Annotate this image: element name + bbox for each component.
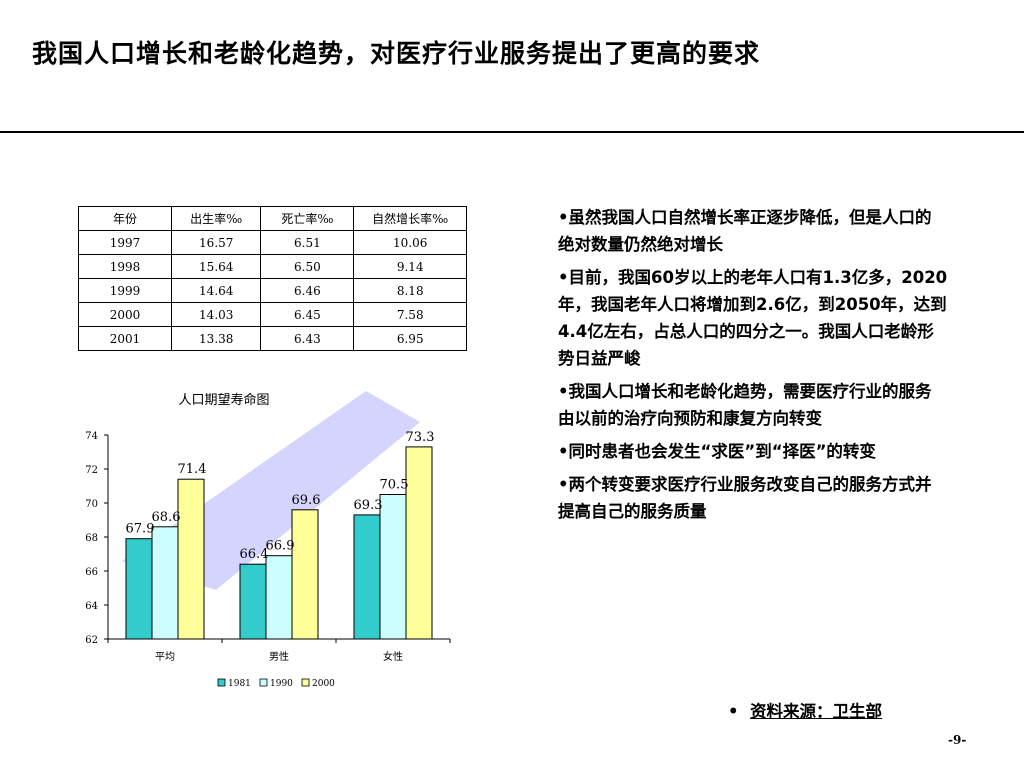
title-divider <box>0 131 1024 133</box>
table-cell: 14.03 <box>171 302 262 327</box>
data-label: 70.5 <box>380 478 409 493</box>
table-cell: 15.64 <box>171 254 262 279</box>
column-header-death-rate: 死亡率‰ <box>260 206 355 231</box>
bar <box>239 563 267 640</box>
table-cell: 1999 <box>77 278 173 303</box>
data-label: 67.9 <box>126 522 155 537</box>
table-cell: 10.06 <box>353 230 467 255</box>
data-label: 69.3 <box>354 498 383 513</box>
bar <box>353 514 381 640</box>
bullet-marker: • <box>558 442 569 461</box>
bar <box>405 446 433 640</box>
source-marker: • <box>728 702 739 721</box>
bullet-text: 目前，我国60岁以上的老年人口有1.3亿多，2020年，我国老年人口将增加到2.… <box>558 268 948 368</box>
y-tick-label: 68 <box>85 533 98 544</box>
y-tick-label: 70 <box>85 499 98 510</box>
population-rates-table: 年份 出生率‰ 死亡率‰ 自然增长率‰ 1997 16.57 6.51 10.0… <box>77 206 467 351</box>
bullet-marker: • <box>558 208 569 227</box>
bar <box>177 478 205 640</box>
table-cell: 7.58 <box>353 302 467 327</box>
table-cell: 6.51 <box>260 230 355 255</box>
column-header-natural-growth: 自然增长率‰ <box>353 206 467 231</box>
table-cell: 2001 <box>77 326 173 351</box>
column-header-birth-rate: 出生率‰ <box>171 206 262 231</box>
column-header-year: 年份 <box>77 206 173 231</box>
bar <box>291 509 319 640</box>
table-row: 2001 13.38 6.43 6.95 <box>77 326 467 351</box>
table-row: 2000 14.03 6.45 7.58 <box>77 302 467 327</box>
bullet-text: 两个转变要求医疗行业服务改变自己的服务方式并提高自己的服务质量 <box>558 475 932 521</box>
bar <box>379 494 407 640</box>
data-label: 71.4 <box>178 462 207 477</box>
y-tick-label: 62 <box>85 635 98 646</box>
bullet-marker: • <box>558 475 569 494</box>
table-cell: 8.18 <box>353 278 467 303</box>
bullet-item: •目前，我国60岁以上的老年人口有1.3亿多，2020年，我国老年人口将增加到2… <box>558 264 948 372</box>
bar <box>265 555 293 640</box>
bullet-marker: • <box>558 382 569 401</box>
table-cell: 6.50 <box>260 254 355 279</box>
data-label: 66.4 <box>240 547 269 562</box>
table-cell: 16.57 <box>171 230 262 255</box>
bullet-list: •虽然我国人口自然增长率正逐步降低，但是人口的绝对数量仍然绝对增长 •目前，我国… <box>558 204 948 531</box>
legend-swatch <box>259 678 268 687</box>
table-cell: 14.64 <box>171 278 262 303</box>
x-tick-label: 平均 <box>155 651 175 663</box>
data-label: 68.6 <box>152 510 181 525</box>
bullet-text: 同时患者也会发生“求医”到“择医”的转变 <box>568 442 876 461</box>
data-label: 69.6 <box>292 493 321 508</box>
y-tick-label: 66 <box>85 567 98 578</box>
bullet-text: 我国人口增长和老龄化趋势，需要医疗行业的服务由以前的治疗向预防和康复方向转变 <box>558 382 932 428</box>
bullet-item: •两个转变要求医疗行业服务改变自己的服务方式并提高自己的服务质量 <box>558 471 948 525</box>
source-text: 资料来源：卫生部 <box>750 702 883 721</box>
table-cell: 1997 <box>77 230 173 255</box>
x-tick-label: 男性 <box>269 650 289 663</box>
legend-swatch <box>217 678 226 687</box>
bullet-marker: • <box>558 268 569 287</box>
table-row: 1999 14.64 6.46 8.18 <box>77 278 467 303</box>
bullet-item: •我国人口增长和老龄化趋势，需要医疗行业的服务由以前的治疗向预防和康复方向转变 <box>558 378 948 432</box>
table-cell: 6.46 <box>260 278 355 303</box>
data-label: 66.9 <box>266 539 295 554</box>
legend-label: 1981 <box>228 679 251 689</box>
table-cell: 13.38 <box>171 326 262 351</box>
data-label: 73.3 <box>406 430 435 445</box>
bar <box>151 526 179 640</box>
x-tick-label: 女性 <box>383 650 403 663</box>
y-tick-label: 74 <box>85 431 98 442</box>
page-number: -9- <box>948 733 967 747</box>
source-note: • 资料来源：卫生部 <box>728 698 882 722</box>
slide-title: 我国人口增长和老龄化趋势，对医疗行业服务提出了更高的要求 <box>32 39 761 68</box>
bullet-item: •虽然我国人口自然增长率正逐步降低，但是人口的绝对数量仍然绝对增长 <box>558 204 948 258</box>
legend-label: 1990 <box>270 679 293 689</box>
table-cell: 1998 <box>77 254 173 279</box>
table-cell: 6.43 <box>260 326 355 351</box>
bar <box>125 538 153 640</box>
y-tick-label: 64 <box>85 601 98 612</box>
table-cell: 6.45 <box>260 302 355 327</box>
table-cell: 6.95 <box>353 326 467 351</box>
table-header-row: 年份 出生率‰ 死亡率‰ 自然增长率‰ <box>77 206 467 231</box>
table-cell: 9.14 <box>353 254 467 279</box>
legend-swatch <box>301 678 310 687</box>
bullet-item: •同时患者也会发生“求医”到“择医”的转变 <box>558 438 948 465</box>
legend-label: 2000 <box>312 679 335 689</box>
chart-title: 人口期望寿命图 <box>178 392 269 408</box>
y-tick-label: 72 <box>85 465 98 476</box>
bullet-text: 虽然我国人口自然增长率正逐步降低，但是人口的绝对数量仍然绝对增长 <box>558 208 932 254</box>
table-cell: 2000 <box>77 302 173 327</box>
table-row: 1998 15.64 6.50 9.14 <box>77 254 467 279</box>
life-expectancy-chart: 人口期望寿命图 62 64 66 68 70 72 74 平均 男性 女性 67.968.6 71.… <box>85 391 451 689</box>
table-row: 1997 16.57 6.51 10.06 <box>77 230 467 255</box>
